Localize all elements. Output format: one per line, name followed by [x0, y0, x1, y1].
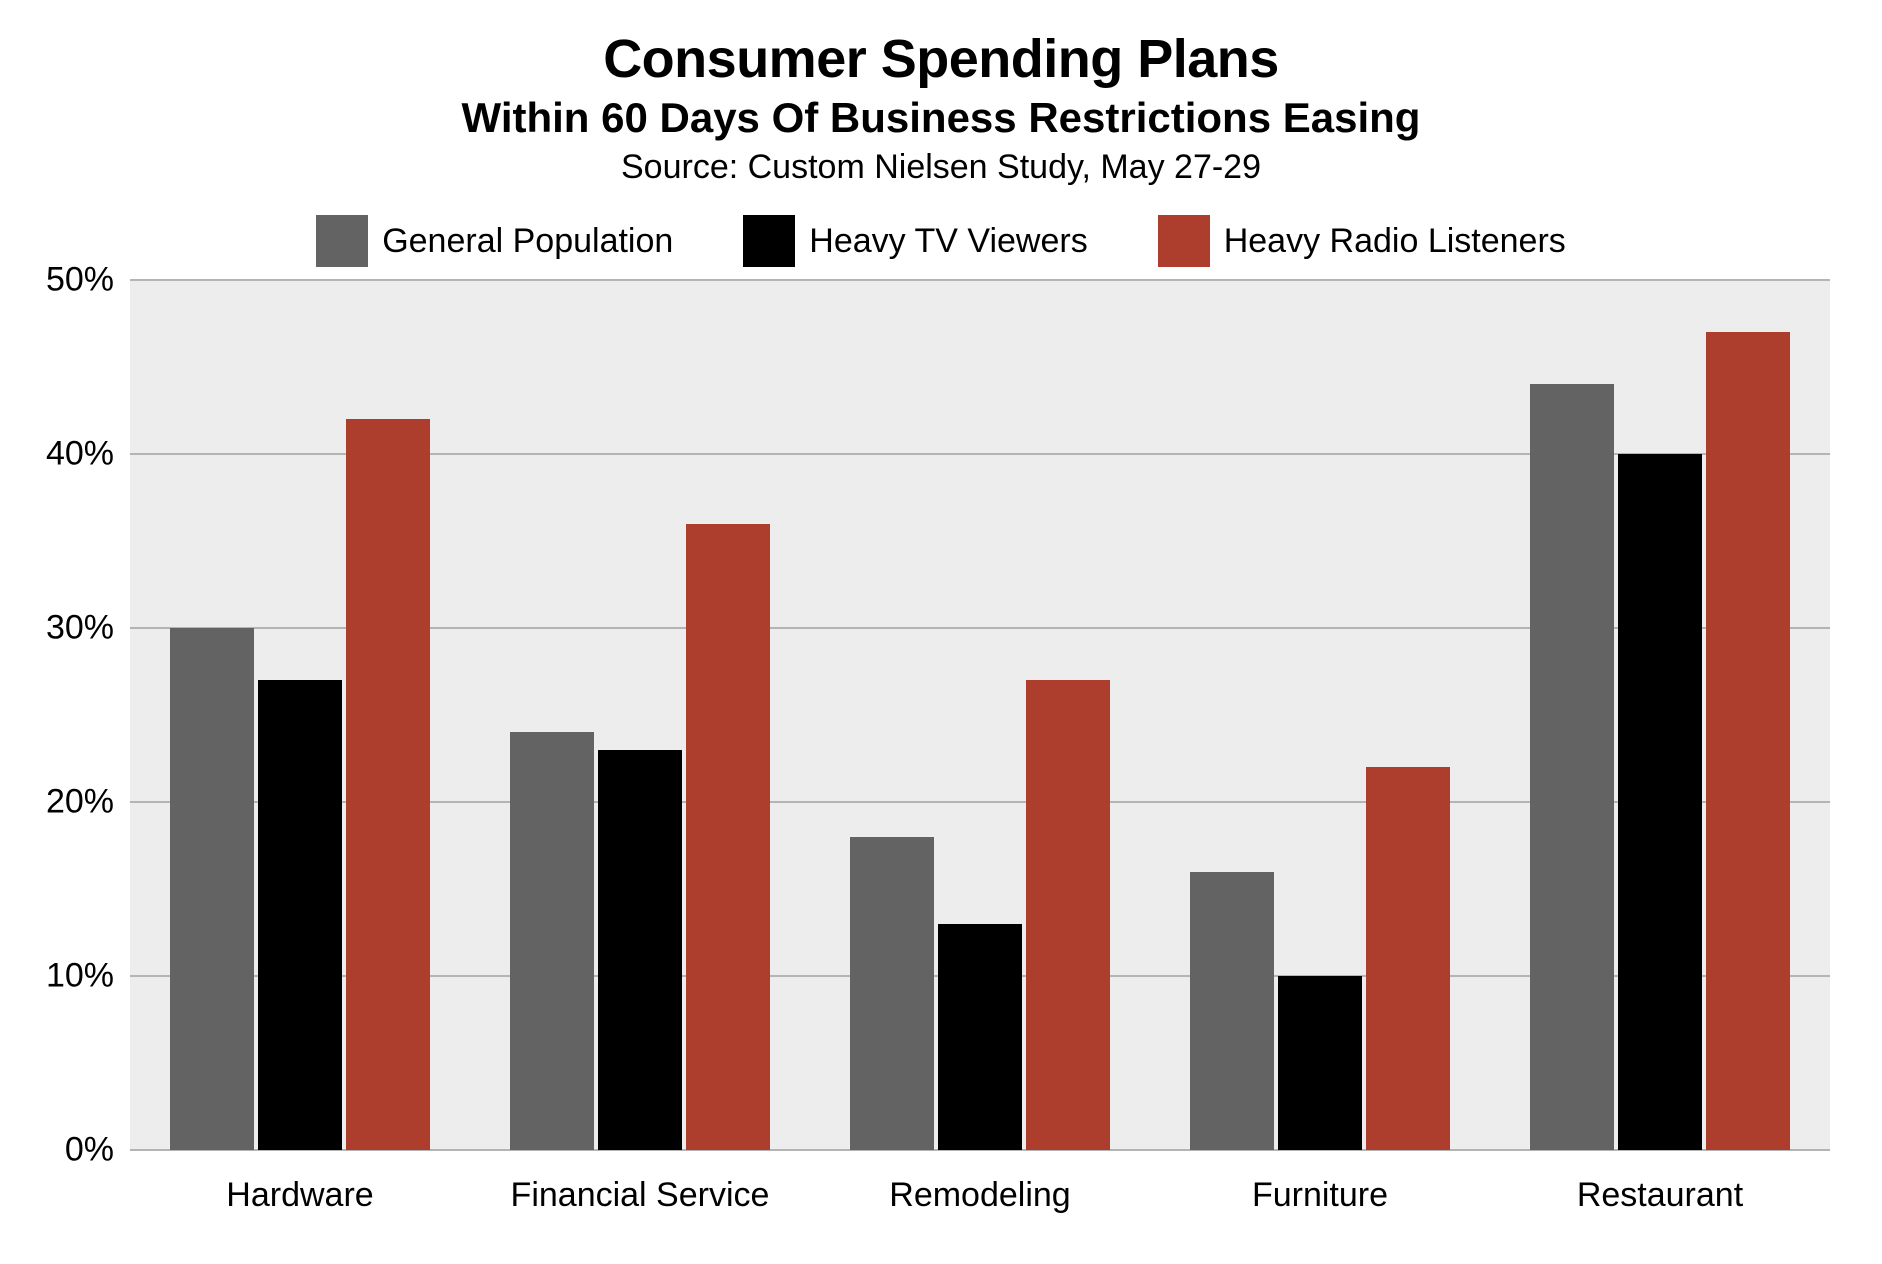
bar	[938, 924, 1022, 1150]
bar	[346, 419, 430, 1150]
chart-title: Consumer Spending Plans	[0, 28, 1882, 90]
bar	[1706, 332, 1790, 1150]
legend-label: Heavy Radio Listeners	[1224, 222, 1566, 261]
y-tick-label: 30%	[46, 609, 130, 648]
chart-container: Consumer Spending Plans Within 60 Days O…	[0, 0, 1882, 1264]
y-tick-label: 20%	[46, 783, 130, 822]
bar-group	[1150, 280, 1490, 1150]
bar-group	[130, 280, 470, 1150]
bar	[1026, 680, 1110, 1150]
x-tick-label: Restaurant	[1490, 1150, 1830, 1215]
legend-item-heavy-tv-viewers: Heavy TV Viewers	[743, 215, 1087, 267]
legend-label: Heavy TV Viewers	[809, 222, 1087, 261]
legend-swatch	[743, 215, 795, 267]
bar	[1190, 872, 1274, 1150]
x-tick-label: Furniture	[1150, 1150, 1490, 1215]
plot-area: 0%10%20%30%40%50%	[130, 280, 1830, 1150]
legend-item-general-population: General Population	[316, 215, 673, 267]
bar	[1530, 384, 1614, 1150]
x-axis-labels: HardwareFinancial ServiceRemodelingFurni…	[130, 1150, 1830, 1215]
y-tick-label: 40%	[46, 435, 130, 474]
bar-group	[810, 280, 1150, 1150]
bar	[258, 680, 342, 1150]
legend-swatch	[316, 215, 368, 267]
bar	[850, 837, 934, 1150]
x-tick-label: Financial Service	[470, 1150, 810, 1215]
y-tick-label: 0%	[65, 1131, 130, 1170]
chart-legend: General Population Heavy TV Viewers Heav…	[0, 215, 1882, 267]
bar-groups	[130, 280, 1830, 1150]
x-tick-label: Remodeling	[810, 1150, 1150, 1215]
chart-subtitle: Within 60 Days Of Business Restrictions …	[0, 94, 1882, 142]
legend-item-heavy-radio-listeners: Heavy Radio Listeners	[1158, 215, 1566, 267]
chart-source: Source: Custom Nielsen Study, May 27-29	[0, 148, 1882, 187]
bar-group	[470, 280, 810, 1150]
bar	[510, 732, 594, 1150]
chart-titles: Consumer Spending Plans Within 60 Days O…	[0, 0, 1882, 187]
y-tick-label: 50%	[46, 261, 130, 300]
legend-swatch	[1158, 215, 1210, 267]
bar	[598, 750, 682, 1150]
bar	[1366, 767, 1450, 1150]
bar	[1618, 454, 1702, 1150]
bar	[686, 524, 770, 1150]
legend-label: General Population	[382, 222, 673, 261]
plot-outer: 0%10%20%30%40%50%	[130, 280, 1830, 1150]
bar	[1278, 976, 1362, 1150]
x-tick-label: Hardware	[130, 1150, 470, 1215]
y-tick-label: 10%	[46, 957, 130, 996]
bar-group	[1490, 280, 1830, 1150]
bar	[170, 628, 254, 1150]
